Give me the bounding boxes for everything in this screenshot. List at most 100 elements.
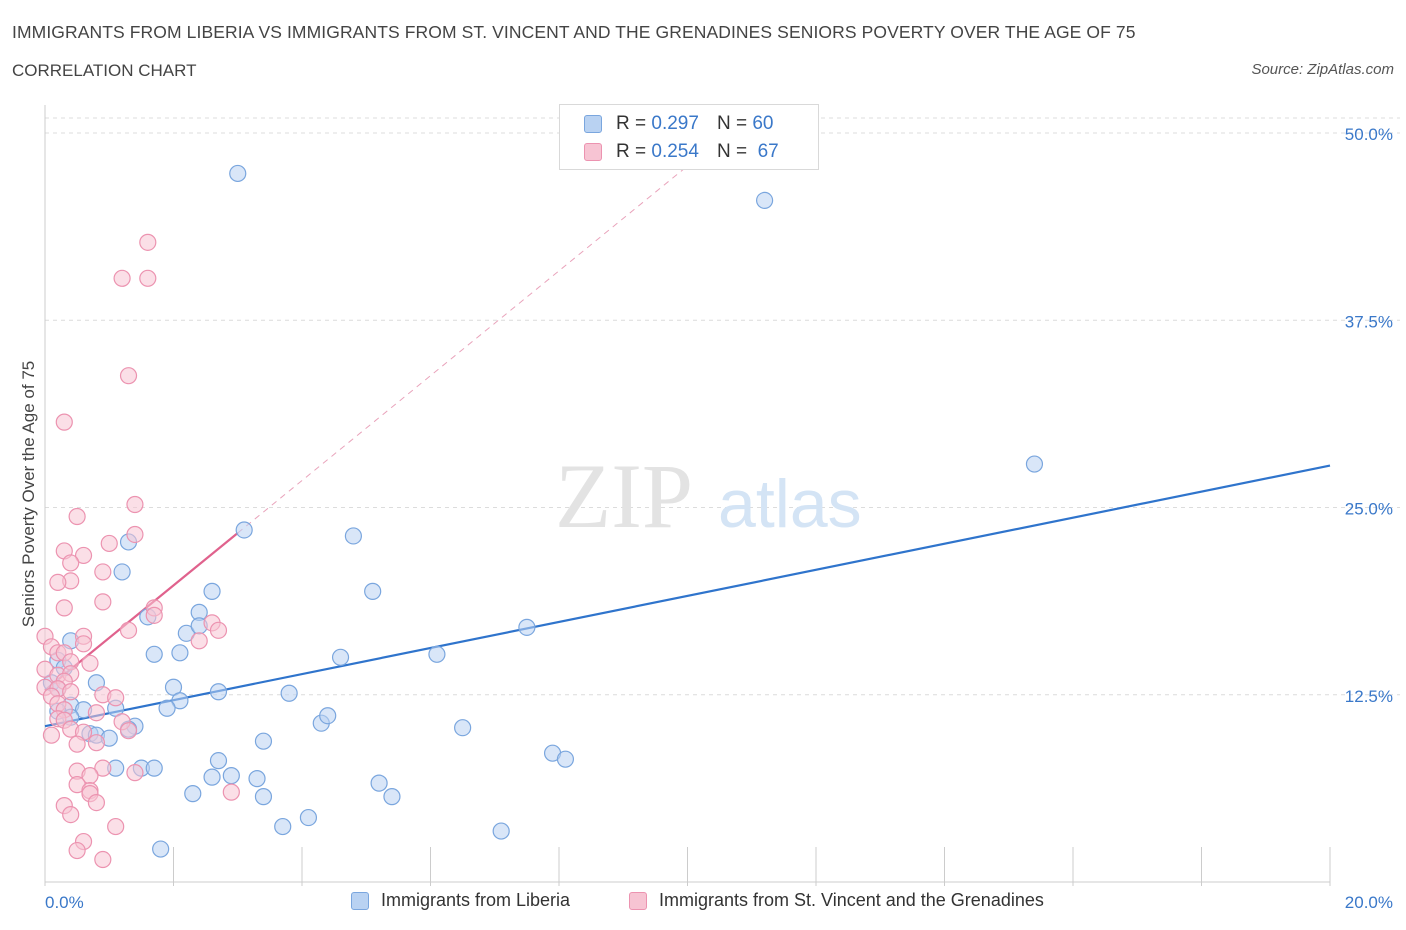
stvincent-point-6 (68, 507, 86, 526)
y-tick-label-3: 50.0% (1345, 125, 1393, 144)
stvincent-point-30 (81, 654, 99, 672)
liberia-point-52 (370, 774, 388, 792)
liberia-point-26 (280, 684, 298, 702)
chart-subtitle: CORRELATION CHART (12, 61, 197, 80)
stvincent-point-11 (62, 554, 80, 572)
stvincent-point-10 (74, 546, 93, 565)
liberia-point-59 (152, 840, 170, 858)
legend-swatch-liberia (584, 115, 602, 133)
legend-swatch-liberia (351, 891, 369, 910)
liberia-point-8 (203, 582, 221, 600)
legend-label-liberia: Immigrants from Liberia (381, 890, 571, 910)
x-tick-label-0: 0.0% (45, 893, 84, 912)
legend-n-value: 60 (752, 113, 774, 134)
legend-swatch-stvincent (584, 143, 602, 161)
watermark: ZIP atlas (555, 445, 862, 547)
liberia-point-17 (331, 648, 350, 666)
legend-r-label: R = (616, 141, 647, 162)
stvincent-point-50 (42, 726, 61, 744)
series-stvincent-points (36, 233, 240, 869)
stvincent-point-8 (100, 534, 118, 553)
liberia-point-54 (184, 785, 202, 803)
legend-r-value: 0.297 (651, 113, 699, 134)
stvincent-point-40 (107, 689, 125, 707)
legend-swatch-stvincent (629, 891, 647, 910)
x-tick-labels: 0.0% 20.0% (45, 893, 1393, 912)
x-tick-label-1: 20.0% (1345, 893, 1393, 912)
stvincent-point-3 (119, 367, 138, 385)
liberia-point-50 (203, 768, 221, 786)
series-legend: Immigrants from Liberia Immigrants from … (0, 888, 1406, 916)
stvincent-point-55 (126, 764, 144, 782)
stvincent-point-20 (119, 621, 138, 639)
stvincent-point-18 (145, 606, 163, 624)
liberia-point-58 (492, 822, 510, 840)
stvincent-point-43 (87, 704, 106, 722)
liberia-point-43 (209, 752, 228, 770)
liberia-point-25 (209, 683, 228, 701)
legend-item-stvincent[interactable]: Immigrants from St. Vincent and the Gren… (629, 890, 1044, 911)
liberia-point-55 (254, 788, 273, 806)
stvincent-point-47 (119, 722, 138, 740)
liberia-point-48 (145, 759, 163, 777)
liberia-point-56 (299, 808, 318, 827)
liberia-point-12 (177, 624, 195, 642)
legend-n-label: N = (716, 141, 748, 162)
legend-r-label: R = (616, 113, 647, 134)
stvincent-point-61 (87, 794, 106, 812)
stvincent-point-63 (62, 805, 80, 824)
stvincent-point-17 (55, 599, 73, 617)
series-liberia-points (42, 164, 1044, 858)
axes (44, 105, 1331, 886)
stvincent-point-4 (55, 413, 73, 431)
stvincent-point-24 (190, 632, 208, 650)
stvincent-point-7 (126, 525, 144, 544)
liberia-point-0 (229, 164, 247, 183)
liberia-point-49 (222, 767, 240, 785)
liberia-point-36 (454, 719, 472, 737)
y-tick-label-0: 12.5% (1345, 687, 1393, 706)
stvincent-point-52 (87, 734, 106, 752)
stvincent-point-67 (94, 850, 112, 869)
liberia-point-51 (248, 770, 266, 788)
legend-item-liberia[interactable]: Immigrants from Liberia (351, 890, 570, 911)
watermark-atlas: atlas (718, 466, 862, 542)
stvincent-point-1 (113, 269, 131, 287)
stvincent-point-59 (222, 783, 240, 801)
legend-r-value: 0.254 (651, 141, 699, 162)
liberia-point-16 (171, 644, 189, 662)
stvincent-point-64 (107, 817, 125, 836)
legend-n-label: N = (716, 113, 748, 134)
liberia-point-53 (383, 788, 401, 806)
y-tick-label-2: 37.5% (1345, 312, 1393, 331)
stvincent-point-12 (94, 563, 112, 581)
stvincent-point-15 (94, 593, 112, 611)
stvincent-point-66 (68, 841, 86, 860)
legend-n-value: 67 (757, 141, 779, 162)
trend-line-liberia (44, 464, 1331, 728)
stats-legend: R = 0.297 N = 60 R = 0.254 N = 67 (559, 104, 819, 170)
stvincent-point-21 (209, 621, 228, 639)
liberia-point-30 (158, 699, 176, 717)
chart-title: IMMIGRANTS FROM LIBERIA VS IMMIGRANTS FR… (12, 22, 1136, 42)
liberia-point-6 (113, 563, 131, 581)
liberia-point-42 (254, 732, 273, 750)
liberia-point-15 (145, 645, 163, 663)
trend-line-stvincent-extension (237, 165, 688, 534)
stvincent-point-14 (49, 573, 67, 592)
liberia-point-7 (364, 582, 382, 600)
liberia-point-27 (171, 692, 189, 710)
liberia-point-45 (556, 750, 575, 768)
gridlines (45, 117, 1400, 696)
y-tick-label-1: 25.0% (1345, 500, 1393, 519)
watermark-zip: ZIP (555, 445, 693, 547)
legend-label-stvincent: Immigrants from St. Vincent and the Gren… (659, 890, 1044, 910)
stvincent-point-37 (62, 683, 80, 701)
liberia-point-2 (1025, 455, 1044, 473)
y-tick-labels: 12.5% 25.0% 37.5% 50.0% (1345, 125, 1393, 706)
liberia-point-3 (235, 521, 253, 539)
stvincent-point-51 (68, 735, 86, 753)
source-credit: Source: ZipAtlas.com (1251, 61, 1394, 78)
liberia-point-1 (755, 191, 774, 210)
